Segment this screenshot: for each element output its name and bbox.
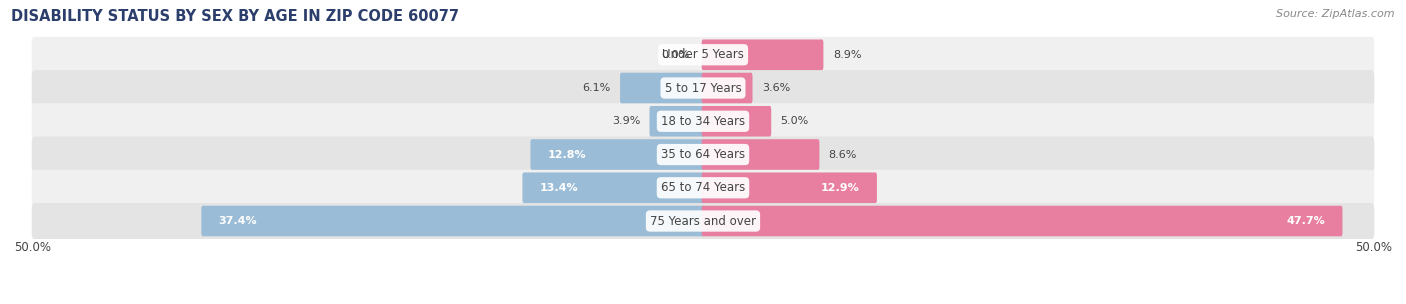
Text: 35 to 64 Years: 35 to 64 Years (661, 148, 745, 161)
FancyBboxPatch shape (201, 206, 704, 236)
FancyBboxPatch shape (702, 106, 772, 136)
Text: 12.8%: 12.8% (548, 150, 586, 160)
FancyBboxPatch shape (32, 203, 1374, 239)
Text: 12.9%: 12.9% (821, 183, 859, 193)
FancyBboxPatch shape (530, 139, 704, 170)
FancyBboxPatch shape (32, 103, 1374, 139)
Text: Under 5 Years: Under 5 Years (662, 48, 744, 61)
Text: 3.6%: 3.6% (762, 83, 790, 93)
FancyBboxPatch shape (702, 139, 820, 170)
Text: 8.9%: 8.9% (832, 50, 862, 60)
Text: 8.6%: 8.6% (828, 150, 858, 160)
FancyBboxPatch shape (32, 70, 1374, 106)
Text: 5 to 17 Years: 5 to 17 Years (665, 81, 741, 95)
FancyBboxPatch shape (523, 172, 704, 203)
FancyBboxPatch shape (32, 170, 1374, 206)
FancyBboxPatch shape (650, 106, 704, 136)
FancyBboxPatch shape (620, 73, 704, 103)
Text: 0.0%: 0.0% (661, 50, 689, 60)
Text: 50.0%: 50.0% (14, 241, 51, 254)
Text: 65 to 74 Years: 65 to 74 Years (661, 181, 745, 194)
Text: DISABILITY STATUS BY SEX BY AGE IN ZIP CODE 60077: DISABILITY STATUS BY SEX BY AGE IN ZIP C… (11, 9, 460, 24)
FancyBboxPatch shape (702, 172, 877, 203)
FancyBboxPatch shape (32, 136, 1374, 172)
Text: 13.4%: 13.4% (540, 183, 578, 193)
Text: 50.0%: 50.0% (1355, 241, 1392, 254)
Text: 75 Years and over: 75 Years and over (650, 215, 756, 227)
Text: 6.1%: 6.1% (582, 83, 610, 93)
FancyBboxPatch shape (32, 37, 1374, 73)
Text: 47.7%: 47.7% (1286, 216, 1324, 226)
Text: 5.0%: 5.0% (780, 116, 808, 126)
Text: 3.9%: 3.9% (612, 116, 640, 126)
FancyBboxPatch shape (702, 73, 752, 103)
FancyBboxPatch shape (702, 40, 824, 70)
FancyBboxPatch shape (702, 206, 1343, 236)
Text: Source: ZipAtlas.com: Source: ZipAtlas.com (1277, 9, 1395, 19)
Text: 37.4%: 37.4% (219, 216, 257, 226)
Text: 18 to 34 Years: 18 to 34 Years (661, 115, 745, 128)
